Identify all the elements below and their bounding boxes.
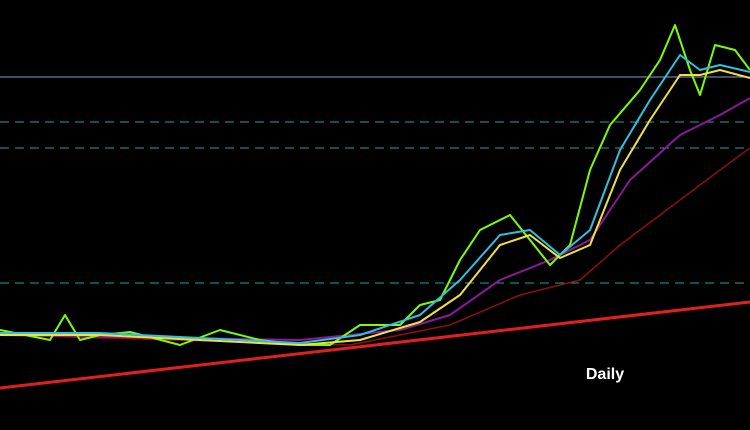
series-line	[0, 54, 750, 344]
series-line	[0, 300, 750, 390]
series-line	[0, 24, 750, 346]
series-line	[0, 69, 750, 346]
series-line	[0, 97, 750, 341]
series-line	[0, 147, 750, 346]
timeframe-label: Daily	[586, 366, 624, 383]
